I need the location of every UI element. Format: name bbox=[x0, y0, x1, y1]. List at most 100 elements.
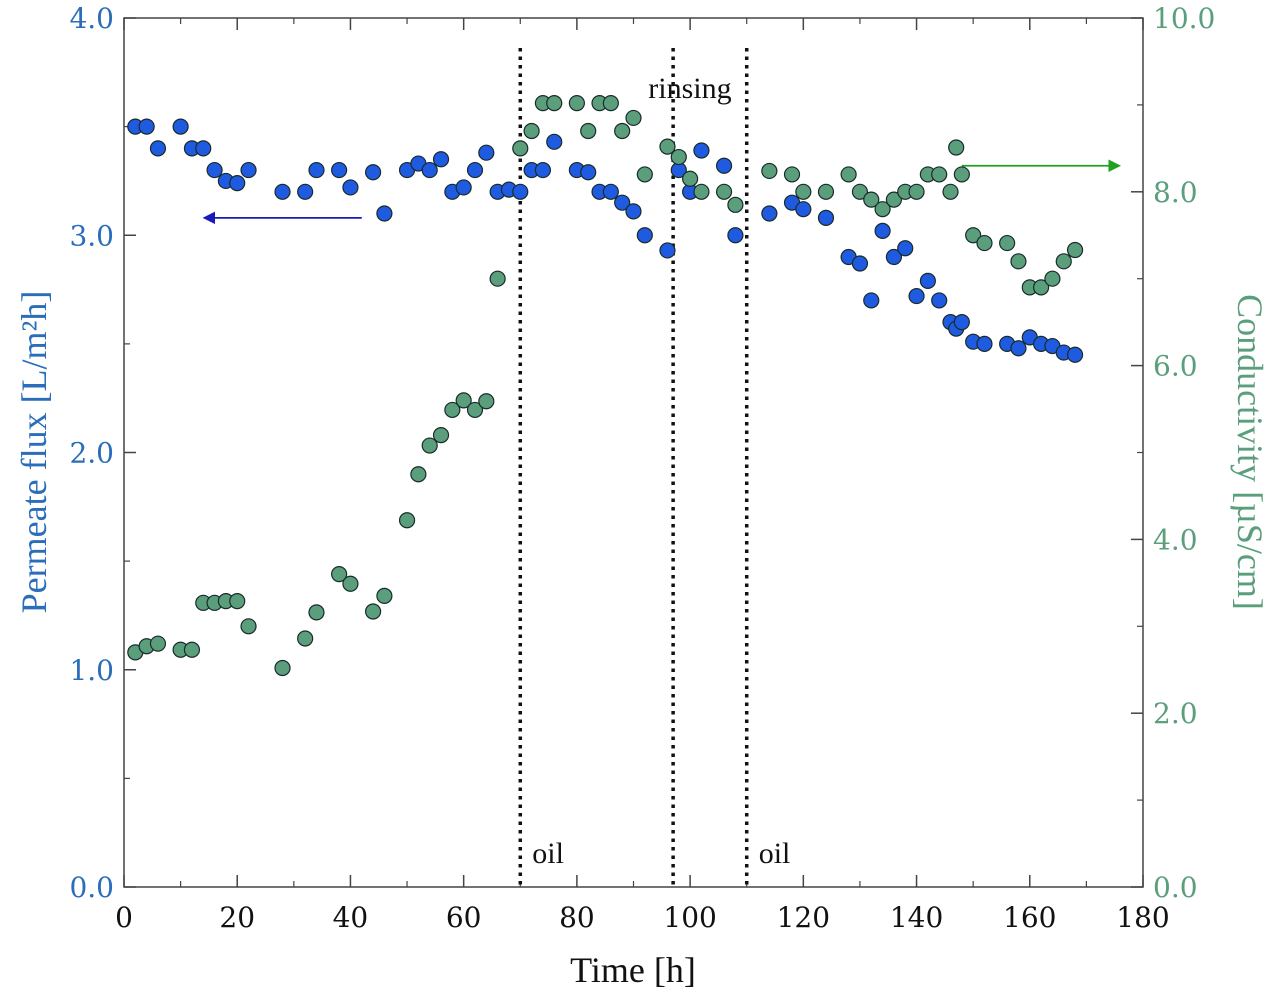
conductivity-point bbox=[421, 437, 438, 454]
x-tick-label: 160 bbox=[1003, 901, 1056, 934]
flux-point bbox=[897, 240, 914, 257]
arrows-layer bbox=[202, 159, 1121, 225]
conductivity-point bbox=[976, 234, 993, 252]
vline-label: oil bbox=[532, 837, 564, 870]
flux-point bbox=[908, 287, 925, 305]
flux-point bbox=[331, 161, 348, 179]
flux-point bbox=[240, 161, 257, 179]
y-axis-right-title: Conductivity [µS/cm] bbox=[1230, 294, 1270, 610]
conductivity-point bbox=[229, 592, 246, 610]
ticks-layer bbox=[123, 17, 1144, 888]
flux-point bbox=[931, 292, 948, 309]
flux-point bbox=[206, 161, 223, 179]
conductivity-point bbox=[682, 170, 699, 187]
conductivity-point bbox=[863, 191, 880, 208]
conductivity-point bbox=[908, 183, 925, 200]
conductivity-point bbox=[1055, 253, 1072, 270]
conductivity-point bbox=[625, 109, 642, 127]
conductivity-point bbox=[466, 401, 484, 419]
flux-point bbox=[614, 194, 631, 211]
y-left-tick-label: 3.0 bbox=[69, 219, 114, 252]
flux-point bbox=[546, 133, 563, 150]
conductivity-point bbox=[761, 162, 778, 180]
conductivity-point bbox=[274, 659, 291, 677]
labels-layer: 0 20 40 60 80 100 120 140 160 1800.01.02.03.04.00… bbox=[69, 2, 1215, 934]
x-tick-label: 20 bbox=[219, 901, 255, 934]
conductivity-point bbox=[948, 139, 965, 156]
y-left-tick-label: 0.0 bbox=[69, 871, 114, 904]
y-right-tick-label: 0.0 bbox=[1153, 871, 1198, 904]
conductivity-point bbox=[297, 630, 314, 647]
flux-point bbox=[308, 161, 325, 179]
flux-point bbox=[512, 183, 529, 200]
conductivity-point bbox=[874, 201, 891, 218]
conductivity-point bbox=[1010, 253, 1027, 270]
y-right-tick-label: 6.0 bbox=[1153, 350, 1198, 383]
x-tick-label: 180 bbox=[1116, 901, 1169, 934]
conductivity-point bbox=[455, 392, 472, 409]
x-tick-label: 120 bbox=[777, 901, 830, 934]
flux-point bbox=[1066, 346, 1084, 363]
conductivity-point bbox=[614, 122, 631, 140]
conductivity-point bbox=[659, 138, 676, 155]
conductivity-point bbox=[523, 122, 540, 140]
y-right-tick-label: 8.0 bbox=[1153, 176, 1198, 209]
flux-point bbox=[919, 272, 936, 289]
flux-point bbox=[874, 222, 891, 240]
conductivity-point bbox=[693, 183, 710, 200]
vlines-layer bbox=[518, 48, 749, 887]
conductivity-point bbox=[240, 618, 257, 635]
flux-point bbox=[455, 179, 472, 196]
flux-point bbox=[274, 183, 291, 200]
y-left-tick-label: 1.0 bbox=[69, 654, 114, 687]
flux-point bbox=[138, 118, 155, 135]
flux-point bbox=[466, 161, 484, 179]
flux-point bbox=[863, 292, 880, 309]
flux-point bbox=[580, 164, 597, 181]
conductivity-point bbox=[965, 227, 982, 244]
points-layer bbox=[127, 95, 1084, 677]
y-left-tick-label: 4.0 bbox=[69, 2, 114, 35]
conductivity-point bbox=[568, 95, 585, 112]
conductivity-point bbox=[942, 183, 959, 200]
conductivity-point bbox=[795, 183, 812, 200]
flux-point bbox=[421, 161, 438, 179]
x-tick-label: 140 bbox=[890, 901, 943, 934]
y-left-tick-label: 2.0 bbox=[69, 437, 114, 470]
flux-point bbox=[693, 142, 710, 159]
x-tick-label: 60 bbox=[446, 901, 482, 934]
flux-point bbox=[976, 335, 993, 352]
conductivity-point bbox=[885, 191, 903, 208]
conductivity-point bbox=[512, 140, 529, 157]
flux-point bbox=[432, 151, 450, 168]
flux-point bbox=[342, 179, 359, 196]
conductivity-point bbox=[840, 166, 857, 183]
x-tick-label: 80 bbox=[559, 901, 595, 934]
conductivity-point bbox=[342, 575, 359, 592]
conductivity-point bbox=[478, 393, 495, 410]
y-axis-left-title: Permeate flux [L/m²h] bbox=[14, 291, 54, 614]
conductivity-point bbox=[149, 635, 167, 652]
flux-point bbox=[195, 140, 212, 157]
y-right-tick-label: 4.0 bbox=[1153, 523, 1198, 556]
conductivity-point bbox=[331, 566, 348, 583]
flux-point bbox=[602, 183, 619, 200]
x-tick-label: 40 bbox=[333, 901, 369, 934]
conductivity-point bbox=[670, 148, 687, 166]
flux-point bbox=[636, 227, 653, 244]
conductivity-point bbox=[1066, 241, 1084, 259]
conductivity-point bbox=[727, 196, 744, 213]
conductivity-point bbox=[602, 95, 619, 112]
conductivity-point bbox=[444, 401, 461, 419]
conductivity-point bbox=[1032, 279, 1050, 296]
flux-point bbox=[659, 242, 676, 259]
conductivity-point bbox=[999, 234, 1016, 252]
flux-point bbox=[376, 205, 393, 222]
flux-point bbox=[817, 209, 835, 226]
conductivity-point bbox=[376, 587, 393, 604]
conductivity-point bbox=[308, 604, 325, 621]
flux-point bbox=[149, 140, 167, 157]
flux-point bbox=[229, 175, 246, 192]
conductivity-point bbox=[931, 166, 948, 183]
conductivity-point bbox=[715, 183, 733, 200]
